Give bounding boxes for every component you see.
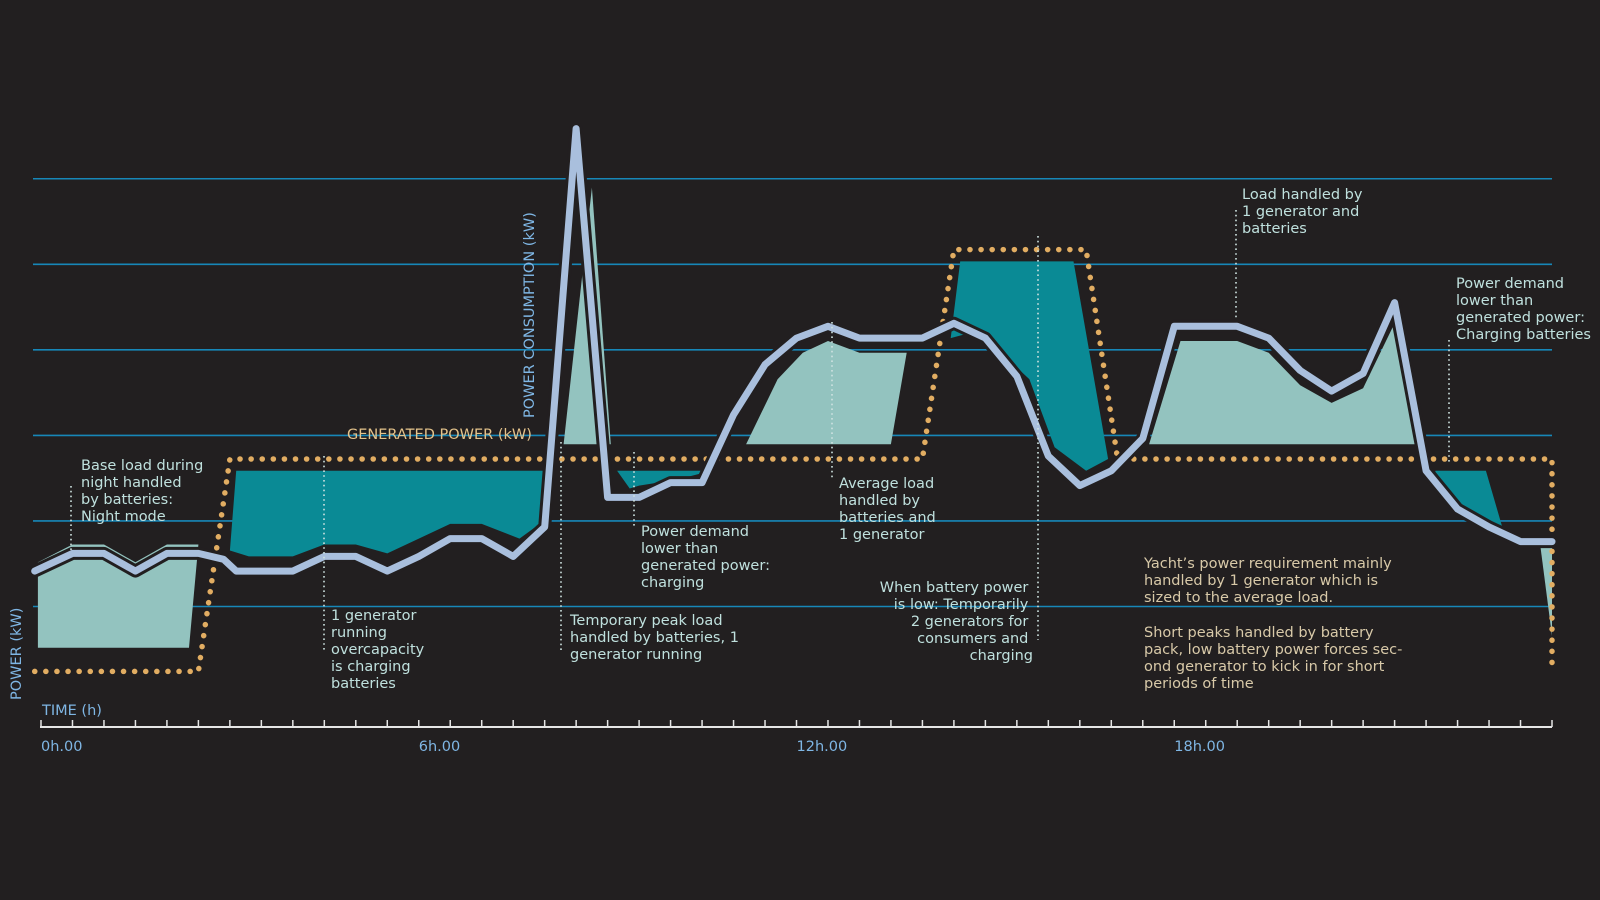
x-tick-label: 18h.00 — [1174, 739, 1225, 755]
annotation-leaders — [70, 210, 1450, 651]
fill-regions — [37, 187, 1552, 648]
generated-power-series — [31, 246, 1555, 675]
x-tick-label: 12h.00 — [797, 739, 848, 755]
surplus-region-5 — [950, 261, 1109, 471]
annotation-load-one-generator: Load handled by 1 generator and batterie… — [1242, 187, 1367, 237]
power-consumption-series — [28, 122, 1559, 578]
annotation-battery-low: When battery power is low: Temporarily 2… — [880, 580, 1033, 664]
generated-series-label: GENERATED POWER (kW) — [347, 427, 532, 443]
note-peaks: Short peaks handled by battery pack, low… — [1144, 625, 1407, 692]
x-axis-label: TIME (h) — [41, 703, 102, 719]
annotation-demand-lower-batteries: Power demand lower than generated power:… — [1456, 276, 1591, 343]
battery-region-8 — [1539, 538, 1552, 636]
x-tick-label: 6h.00 — [419, 739, 460, 755]
annotation-one-generator-overcapacity: 1 generator running overcapacity is char… — [331, 608, 429, 692]
y-axis-label: POWER (kW) — [9, 608, 25, 700]
consumption-series-label: POWER CONSUMPTION (kW) — [522, 212, 538, 418]
annotation-demand-lower-charging: Power demand lower than generated power:… — [641, 524, 775, 591]
generated-power-line — [31, 246, 1555, 675]
battery-region-4 — [746, 341, 907, 445]
annotation-night-mode: Base load during night handled by batter… — [81, 458, 208, 525]
surplus-region-1 — [229, 470, 548, 557]
x-tick-label: 0h.00 — [41, 739, 82, 755]
note-requirement: Yacht’s power requirement mainly handled… — [1143, 556, 1396, 606]
annotation-temporary-peak: Temporary peak load handled by batteries… — [569, 613, 744, 663]
annotation-average-load: Average load handled by batteries and 1 … — [839, 476, 940, 543]
consumption-line — [31, 125, 1556, 575]
x-axis: 0h.00 6h.00 12h.00 18h.00 — [40, 720, 1553, 755]
battery-region-0 — [37, 544, 199, 648]
battery-region-6 — [1149, 323, 1427, 445]
